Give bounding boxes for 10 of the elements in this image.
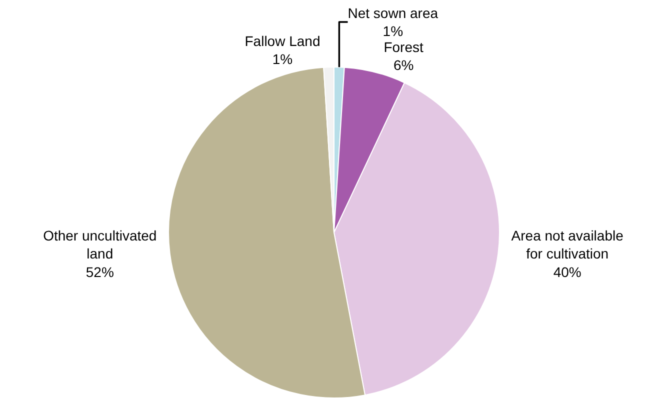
slice-label: Forest <box>384 39 424 56</box>
data-label: 52% <box>86 264 114 280</box>
data-label: 1% <box>272 51 293 68</box>
data-label: 40% <box>553 264 582 280</box>
slice-label: Fallow Land <box>244 32 320 49</box>
data-label: 6% <box>393 57 414 74</box>
slice-label: Net sown area <box>348 4 438 21</box>
slice-label: Other uncultivated land <box>43 227 157 262</box>
data-label: 1% <box>382 23 404 40</box>
slice-label: Area not available for cultivation <box>511 227 624 262</box>
